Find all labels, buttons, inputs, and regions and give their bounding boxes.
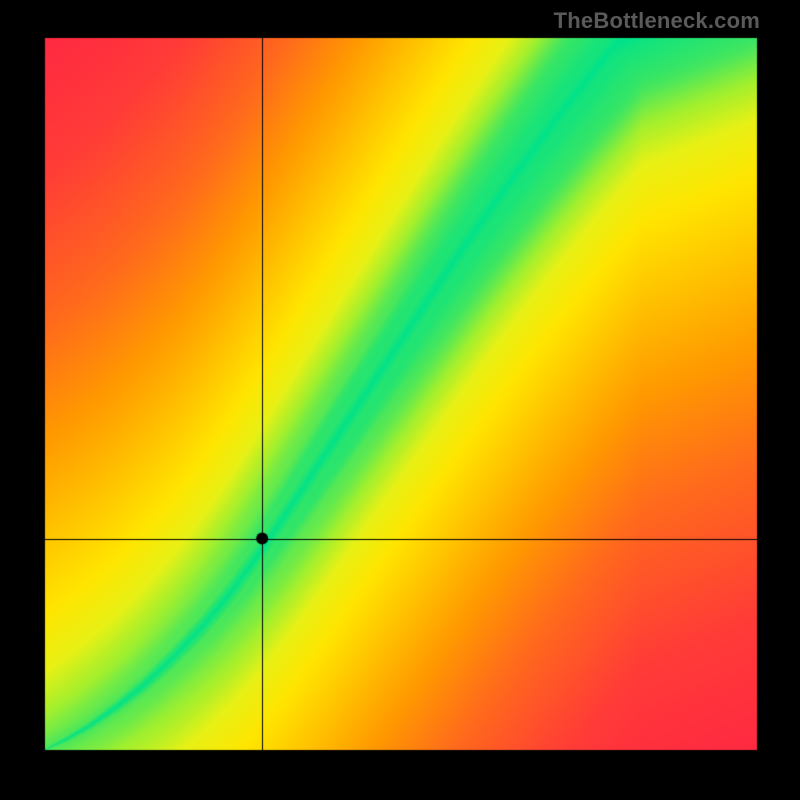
watermark-text: TheBottleneck.com — [554, 8, 760, 34]
bottleneck-heatmap — [0, 0, 800, 800]
